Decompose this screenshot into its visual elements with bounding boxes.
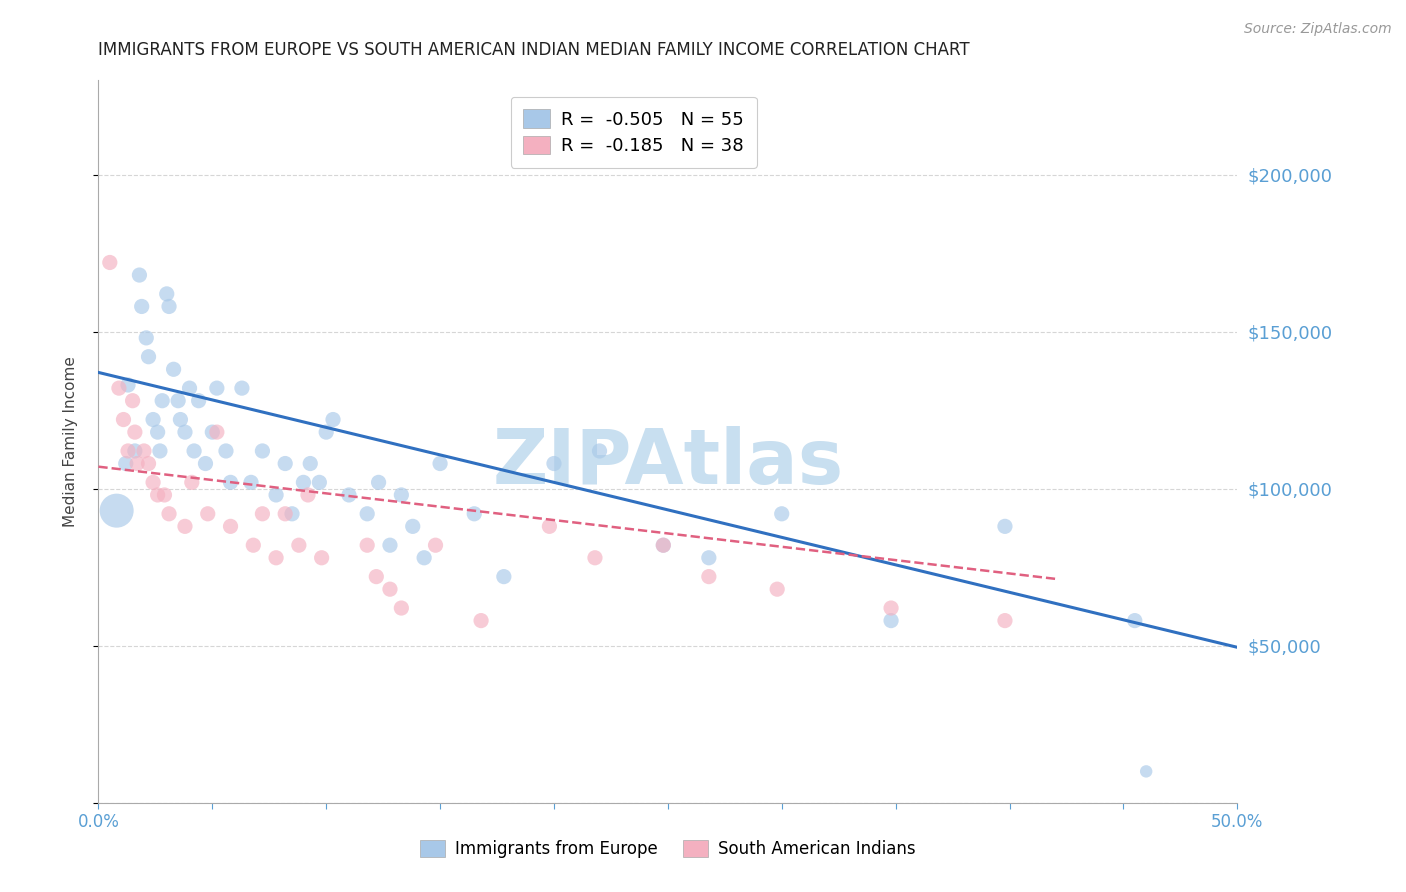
Point — [149, 444, 172, 458]
Point — [183, 444, 205, 458]
Point — [131, 300, 153, 314]
Point — [652, 538, 675, 552]
Point — [492, 569, 515, 583]
Point — [292, 475, 315, 490]
Point — [219, 519, 242, 533]
Point — [138, 350, 160, 364]
Point — [315, 425, 337, 439]
Point — [108, 381, 131, 395]
Point — [378, 582, 401, 597]
Point — [117, 378, 139, 392]
Point — [153, 488, 176, 502]
Point — [174, 519, 197, 533]
Point — [356, 538, 378, 552]
Point — [994, 519, 1017, 533]
Point — [179, 381, 201, 395]
Point — [194, 457, 217, 471]
Point — [146, 488, 169, 502]
Point — [1123, 614, 1146, 628]
Point — [264, 550, 287, 565]
Point — [142, 475, 165, 490]
Point — [274, 457, 297, 471]
Point — [366, 569, 388, 583]
Point — [219, 475, 242, 490]
Point — [157, 300, 180, 314]
Point — [311, 550, 333, 565]
Point — [128, 268, 150, 282]
Point — [583, 550, 606, 565]
Point — [127, 457, 149, 471]
Point — [124, 425, 146, 439]
Point — [124, 444, 146, 458]
Point — [252, 444, 274, 458]
Point — [138, 457, 160, 471]
Point — [299, 457, 322, 471]
Point — [413, 550, 436, 565]
Point — [215, 444, 238, 458]
Point — [389, 601, 412, 615]
Point — [252, 507, 274, 521]
Point — [994, 614, 1017, 628]
Point — [274, 507, 297, 521]
Point — [337, 488, 360, 502]
Point — [543, 457, 565, 471]
Point — [1135, 764, 1157, 779]
Point — [429, 457, 451, 471]
Point — [308, 475, 330, 490]
Point — [180, 475, 202, 490]
Point — [389, 488, 412, 502]
Point — [135, 331, 157, 345]
Point — [132, 444, 155, 458]
Point — [356, 507, 378, 521]
Legend: Immigrants from Europe, South American Indians: Immigrants from Europe, South American I… — [412, 832, 924, 867]
Point — [240, 475, 263, 490]
Point — [588, 444, 610, 458]
Point — [264, 488, 287, 502]
Point — [652, 538, 675, 552]
Point — [470, 614, 492, 628]
Point — [880, 601, 903, 615]
Point — [150, 393, 173, 408]
Point — [322, 412, 344, 426]
Point — [157, 507, 180, 521]
Point — [880, 614, 903, 628]
Text: IMMIGRANTS FROM EUROPE VS SOUTH AMERICAN INDIAN MEDIAN FAMILY INCOME CORRELATION: IMMIGRANTS FROM EUROPE VS SOUTH AMERICAN… — [98, 41, 970, 59]
Point — [697, 550, 720, 565]
Point — [231, 381, 253, 395]
Point — [770, 507, 793, 521]
Point — [112, 412, 135, 426]
Point — [98, 255, 121, 269]
Point — [142, 412, 165, 426]
Point — [402, 519, 425, 533]
Text: Source: ZipAtlas.com: Source: ZipAtlas.com — [1244, 22, 1392, 37]
Point — [288, 538, 311, 552]
Point — [367, 475, 389, 490]
Point — [425, 538, 447, 552]
Point — [281, 507, 304, 521]
Point — [697, 569, 720, 583]
Y-axis label: Median Family Income: Median Family Income — [63, 356, 77, 527]
Point — [187, 393, 209, 408]
Point — [162, 362, 184, 376]
Point — [167, 393, 190, 408]
Point — [766, 582, 789, 597]
Point — [242, 538, 264, 552]
Point — [538, 519, 561, 533]
Point — [114, 457, 136, 471]
Point — [205, 425, 228, 439]
Point — [169, 412, 191, 426]
Point — [105, 503, 128, 517]
Point — [117, 444, 139, 458]
Point — [205, 381, 228, 395]
Text: ZIPAtlas: ZIPAtlas — [492, 426, 844, 500]
Point — [156, 286, 179, 301]
Point — [378, 538, 401, 552]
Point — [201, 425, 224, 439]
Point — [121, 393, 143, 408]
Point — [146, 425, 169, 439]
Point — [197, 507, 219, 521]
Point — [297, 488, 319, 502]
Point — [463, 507, 485, 521]
Point — [174, 425, 197, 439]
